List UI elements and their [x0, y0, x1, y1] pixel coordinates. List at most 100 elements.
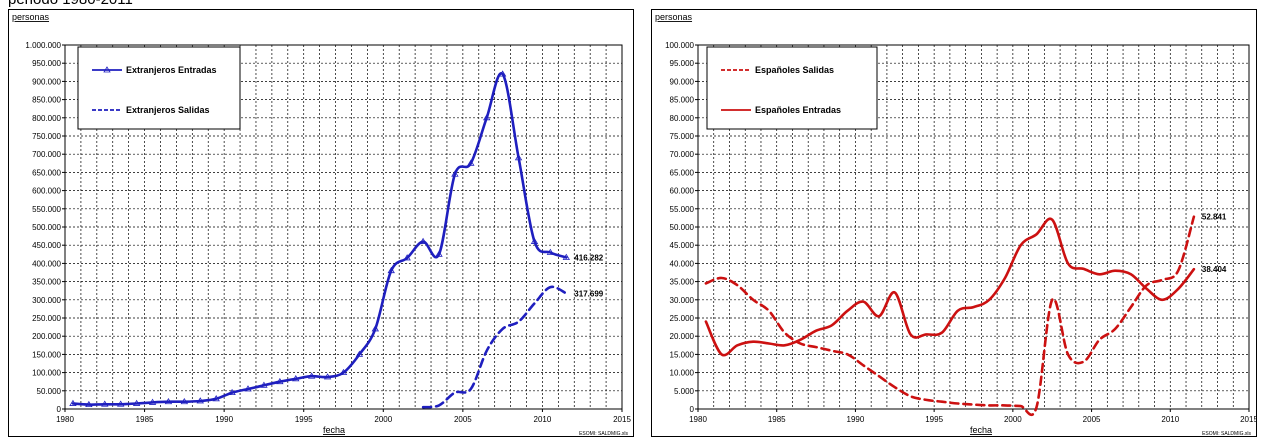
x-tick-label: 2000 — [374, 415, 392, 424]
data-point-marker — [403, 254, 411, 261]
y-tick-label: 20.000 — [670, 332, 695, 341]
data-point-marker — [101, 400, 109, 407]
y-tick-label: 750.000 — [32, 132, 61, 141]
data-point-marker — [292, 375, 300, 382]
data-point-marker — [371, 325, 380, 332]
y-tick-label: 900.000 — [32, 77, 61, 86]
data-point-marker — [132, 399, 141, 406]
y-tick-label: 55.000 — [670, 205, 695, 214]
series-line-2 — [704, 217, 1196, 357]
y-tick-label: 50.000 — [37, 387, 62, 396]
end-value-label: 317.699 — [574, 289, 603, 298]
data-point-marker — [498, 70, 507, 77]
y-tick-label: 250.000 — [32, 314, 61, 323]
y-tick-label: 25.000 — [670, 314, 695, 323]
data-point-marker — [276, 377, 284, 385]
y-tick-label: 700.000 — [32, 150, 61, 159]
y-tick-label: 100.000 — [32, 369, 61, 378]
end-value-label: 416.282 — [574, 253, 603, 262]
end-value-label: 52.841 — [1202, 213, 1227, 222]
y-tick-label: 65.000 — [670, 168, 695, 177]
data-point-marker — [355, 350, 364, 357]
data-point-marker — [467, 159, 475, 166]
legend-label-1: Extranjeros Entradas — [126, 65, 217, 75]
x-tick-label: 2010 — [1161, 415, 1179, 424]
x-tick-label: 1985 — [136, 415, 154, 424]
x-tick-label: 2015 — [613, 415, 631, 424]
chart-heading: periodo 1980-2011 — [8, 0, 133, 8]
data-point-marker — [180, 397, 189, 405]
y-tick-label: 400.000 — [32, 259, 61, 268]
x-tick-label: 2005 — [454, 415, 472, 424]
y-tick-label: 1.000.000 — [25, 41, 61, 50]
x-tick-label: 1995 — [925, 415, 943, 424]
data-point-marker — [244, 385, 252, 392]
y-tick-label: 350.000 — [32, 278, 61, 287]
data-point-marker — [419, 237, 427, 244]
y-tick-label: 600.000 — [32, 187, 61, 196]
data-point-marker — [387, 266, 395, 274]
y-tick-label: 30.000 — [670, 296, 695, 305]
y-tick-label: 45.000 — [670, 241, 695, 250]
end-value-label: 38.404 — [1202, 265, 1227, 274]
y-tick-label: 90.000 — [670, 77, 695, 86]
y-tick-label: 35.000 — [670, 278, 695, 287]
y-axis-title: personas — [12, 12, 50, 22]
x-tick-label: 2000 — [1004, 415, 1022, 424]
y-tick-label: 950.000 — [32, 59, 61, 68]
data-point-marker — [196, 397, 204, 404]
y-tick-label: 0 — [57, 405, 62, 414]
y-tick-label: 450.000 — [32, 241, 61, 250]
data-point-marker — [164, 397, 173, 405]
y-tick-label: 800.000 — [32, 114, 61, 123]
series-line-1 — [704, 215, 1196, 417]
data-point-marker — [514, 154, 523, 161]
data-point-marker — [435, 250, 443, 257]
y-tick-label: 550.000 — [32, 205, 61, 214]
legend-label-2: Extranjeros Salidas — [126, 105, 210, 115]
data-point-marker — [116, 400, 125, 407]
data-point-marker — [260, 381, 268, 388]
y-tick-label: 40.000 — [670, 259, 695, 268]
data-point-marker — [307, 372, 316, 379]
y-tick-label: 150.000 — [32, 350, 61, 359]
legend-label-2: Españoles Entradas — [755, 105, 841, 115]
data-point-marker — [323, 373, 332, 380]
source-label: ESOMI: SALDMIG.xls — [579, 431, 628, 437]
y-tick-label: 75.000 — [670, 132, 695, 141]
x-tick-label: 1990 — [847, 415, 865, 424]
y-tick-label: 650.000 — [32, 168, 61, 177]
data-point-marker — [85, 400, 93, 408]
x-axis-title: fecha — [970, 425, 992, 435]
x-tick-label: 2015 — [1240, 415, 1257, 424]
legend-box — [77, 46, 241, 130]
legend-marker — [103, 66, 111, 73]
legend-box — [706, 46, 878, 130]
chart-extranjeros: 0 50.000 100.000 150.000 200.000 250.000 300.0… — [8, 9, 634, 437]
y-tick-label: 300.000 — [32, 296, 61, 305]
y-tick-label: 15.000 — [670, 350, 695, 359]
y-tick-label: 5.000 — [674, 387, 695, 396]
data-point-marker — [451, 170, 459, 177]
legend: Españoles Salidas Españoles Entradas — [706, 46, 878, 130]
data-point-marker — [483, 114, 491, 121]
legend: Extranjeros Entradas Extranjeros Salidas — [77, 46, 241, 130]
series-line-2 — [421, 285, 568, 409]
y-tick-label: 95.000 — [670, 59, 695, 68]
chart-espanoles: 0 5.000 10.000 15.000 20.000 25.000 30.000 35.0… — [651, 9, 1257, 437]
data-point-marker — [212, 395, 220, 402]
y-axis-title: personas — [655, 12, 693, 22]
x-tick-label: 1995 — [295, 415, 313, 424]
x-tick-label: 1985 — [768, 415, 786, 424]
y-tick-label: 0 — [690, 405, 695, 414]
data-point-marker — [339, 368, 348, 376]
y-tick-label: 850.000 — [32, 96, 61, 105]
x-tick-label: 2010 — [534, 415, 552, 424]
data-point-marker — [546, 248, 555, 255]
data-point-marker — [530, 237, 539, 244]
x-tick-label: 2005 — [1083, 415, 1101, 424]
x-tick-label: 1980 — [56, 415, 74, 424]
y-tick-label: 70.000 — [670, 150, 695, 159]
data-point-marker — [562, 253, 571, 260]
x-tick-label: 1990 — [215, 415, 233, 424]
